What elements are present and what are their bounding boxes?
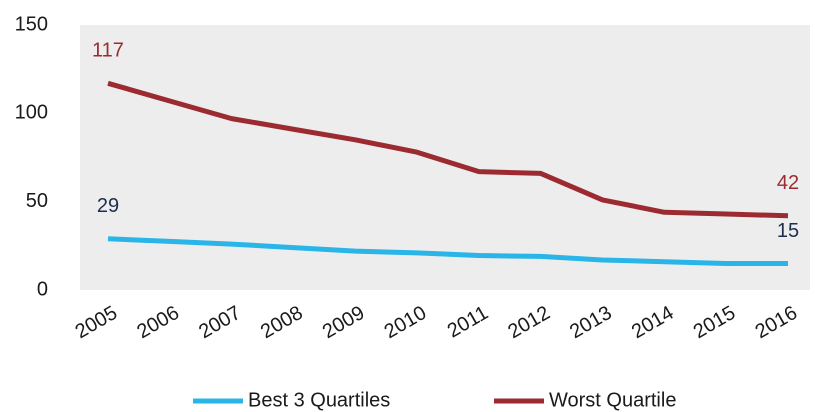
data-label: 42 xyxy=(777,172,799,194)
legend-label: Worst Quartile xyxy=(549,389,676,411)
series-line xyxy=(107,80,789,219)
data-label: 15 xyxy=(777,220,799,242)
x-tick-label: 2016 xyxy=(752,302,802,343)
x-tick-label: 2012 xyxy=(504,302,554,343)
x-tick-label: 2011 xyxy=(444,302,492,343)
series-line xyxy=(107,236,788,266)
x-tick-label: 2009 xyxy=(319,302,369,343)
x-tick-label: 2007 xyxy=(195,302,245,343)
x-tick-label: 2010 xyxy=(381,302,431,343)
x-tick-label: 2013 xyxy=(566,302,616,343)
y-tick-label: 0 xyxy=(37,278,48,300)
x-tick-label: 2014 xyxy=(628,302,678,343)
data-label: 117 xyxy=(92,40,124,62)
y-tick-label: 150 xyxy=(15,13,48,35)
x-tick-label: 2008 xyxy=(257,302,307,343)
data-label: 29 xyxy=(97,195,119,217)
legend-label: Best 3 Quartiles xyxy=(248,389,390,411)
y-tick-label: 50 xyxy=(26,190,48,212)
plot-area xyxy=(80,25,810,290)
x-tick-label: 2005 xyxy=(72,302,122,343)
x-tick-label: 2015 xyxy=(690,302,740,343)
x-tick-label: 2006 xyxy=(133,302,183,343)
y-tick-label: 100 xyxy=(15,102,48,124)
